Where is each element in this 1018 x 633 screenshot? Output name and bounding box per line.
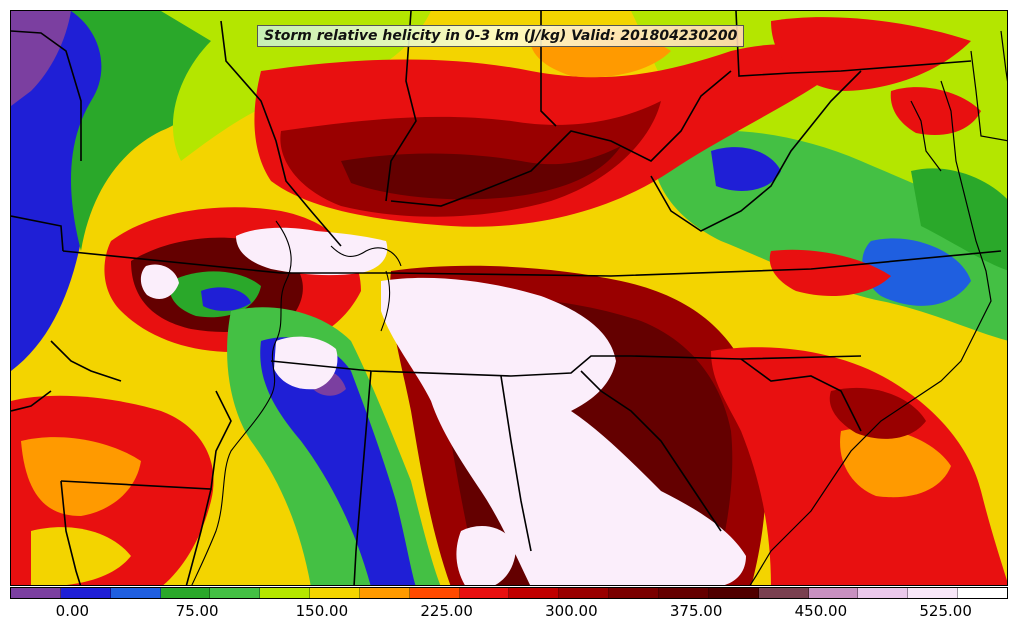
field-east-green-coast — [911, 168, 1007, 271]
field-east-blue-2 — [862, 238, 971, 306]
colorbar-segment — [509, 588, 560, 598]
colorbar-tick-label: 450.00 — [794, 602, 848, 620]
helicity-map — [11, 11, 1007, 585]
colorbar-segment — [658, 588, 709, 598]
field-se-orange — [840, 427, 951, 498]
colorbar-segment — [758, 588, 809, 598]
field-central-blue — [260, 337, 416, 585]
colorbar-segment — [808, 588, 859, 598]
colorbar-segment — [609, 588, 659, 598]
map-title: Storm relative helicity in 0-3 km (J/kg)… — [257, 25, 745, 47]
colorbar-segment — [409, 588, 460, 598]
field-north-maroon — [341, 146, 621, 200]
state-boundaries — [11, 11, 1002, 585]
colorbar-tick-labels: 0.00 75.00 150.00 225.00 300.00 375.00 450.00 5… — [10, 602, 1008, 624]
colorbar-segment — [908, 588, 959, 598]
colorbar-segment — [310, 588, 360, 598]
field-east-red-strip — [769, 249, 891, 296]
rivers — [191, 220, 402, 585]
field-east-blue — [711, 147, 781, 191]
field-white-mid — [274, 336, 338, 390]
colorbar-tick-label: 0.00 — [55, 602, 90, 620]
field-sw-orange — [21, 437, 141, 516]
field-sw-yellow — [31, 527, 131, 585]
colorbar — [10, 587, 1008, 599]
colorbar-tick-label: 225.00 — [420, 602, 473, 620]
field-west-blue-core — [201, 287, 251, 311]
field-white-west — [140, 264, 179, 299]
colorbar-segment — [260, 588, 311, 598]
colorbar-segment — [210, 588, 261, 598]
map-panel: Storm relative helicity in 0-3 km (J/kg)… — [10, 10, 1008, 586]
colorbar-segment — [559, 588, 610, 598]
colorbar-segment — [459, 588, 510, 598]
field-west-blue — [11, 11, 171, 371]
colorbar-segment — [958, 588, 1007, 598]
colorbar-segment — [110, 588, 161, 598]
field-white-south — [456, 526, 516, 585]
colorbar-segment — [858, 588, 909, 598]
colorbar-segment — [11, 588, 61, 598]
colorbar-tick-label: 75.00 — [175, 602, 219, 620]
colorbar-segment — [160, 588, 211, 598]
coastlines — [749, 30, 1007, 585]
field-white-north — [236, 227, 388, 276]
colorbar-tick-label: 150.00 — [295, 602, 349, 620]
colorbar-segment — [60, 588, 111, 598]
field-e-red-coast — [890, 87, 981, 135]
colorbar-segment — [359, 588, 410, 598]
colorbar-segment — [708, 588, 759, 598]
field-se-darkred — [829, 387, 926, 439]
colorbar-tick-label: 300.00 — [545, 602, 598, 620]
field-west-purple — [11, 11, 71, 106]
colorbar-tick-label: 375.00 — [669, 602, 723, 620]
colorbar-tick-label: 525.00 — [919, 602, 972, 620]
field-white-main — [381, 277, 746, 585]
